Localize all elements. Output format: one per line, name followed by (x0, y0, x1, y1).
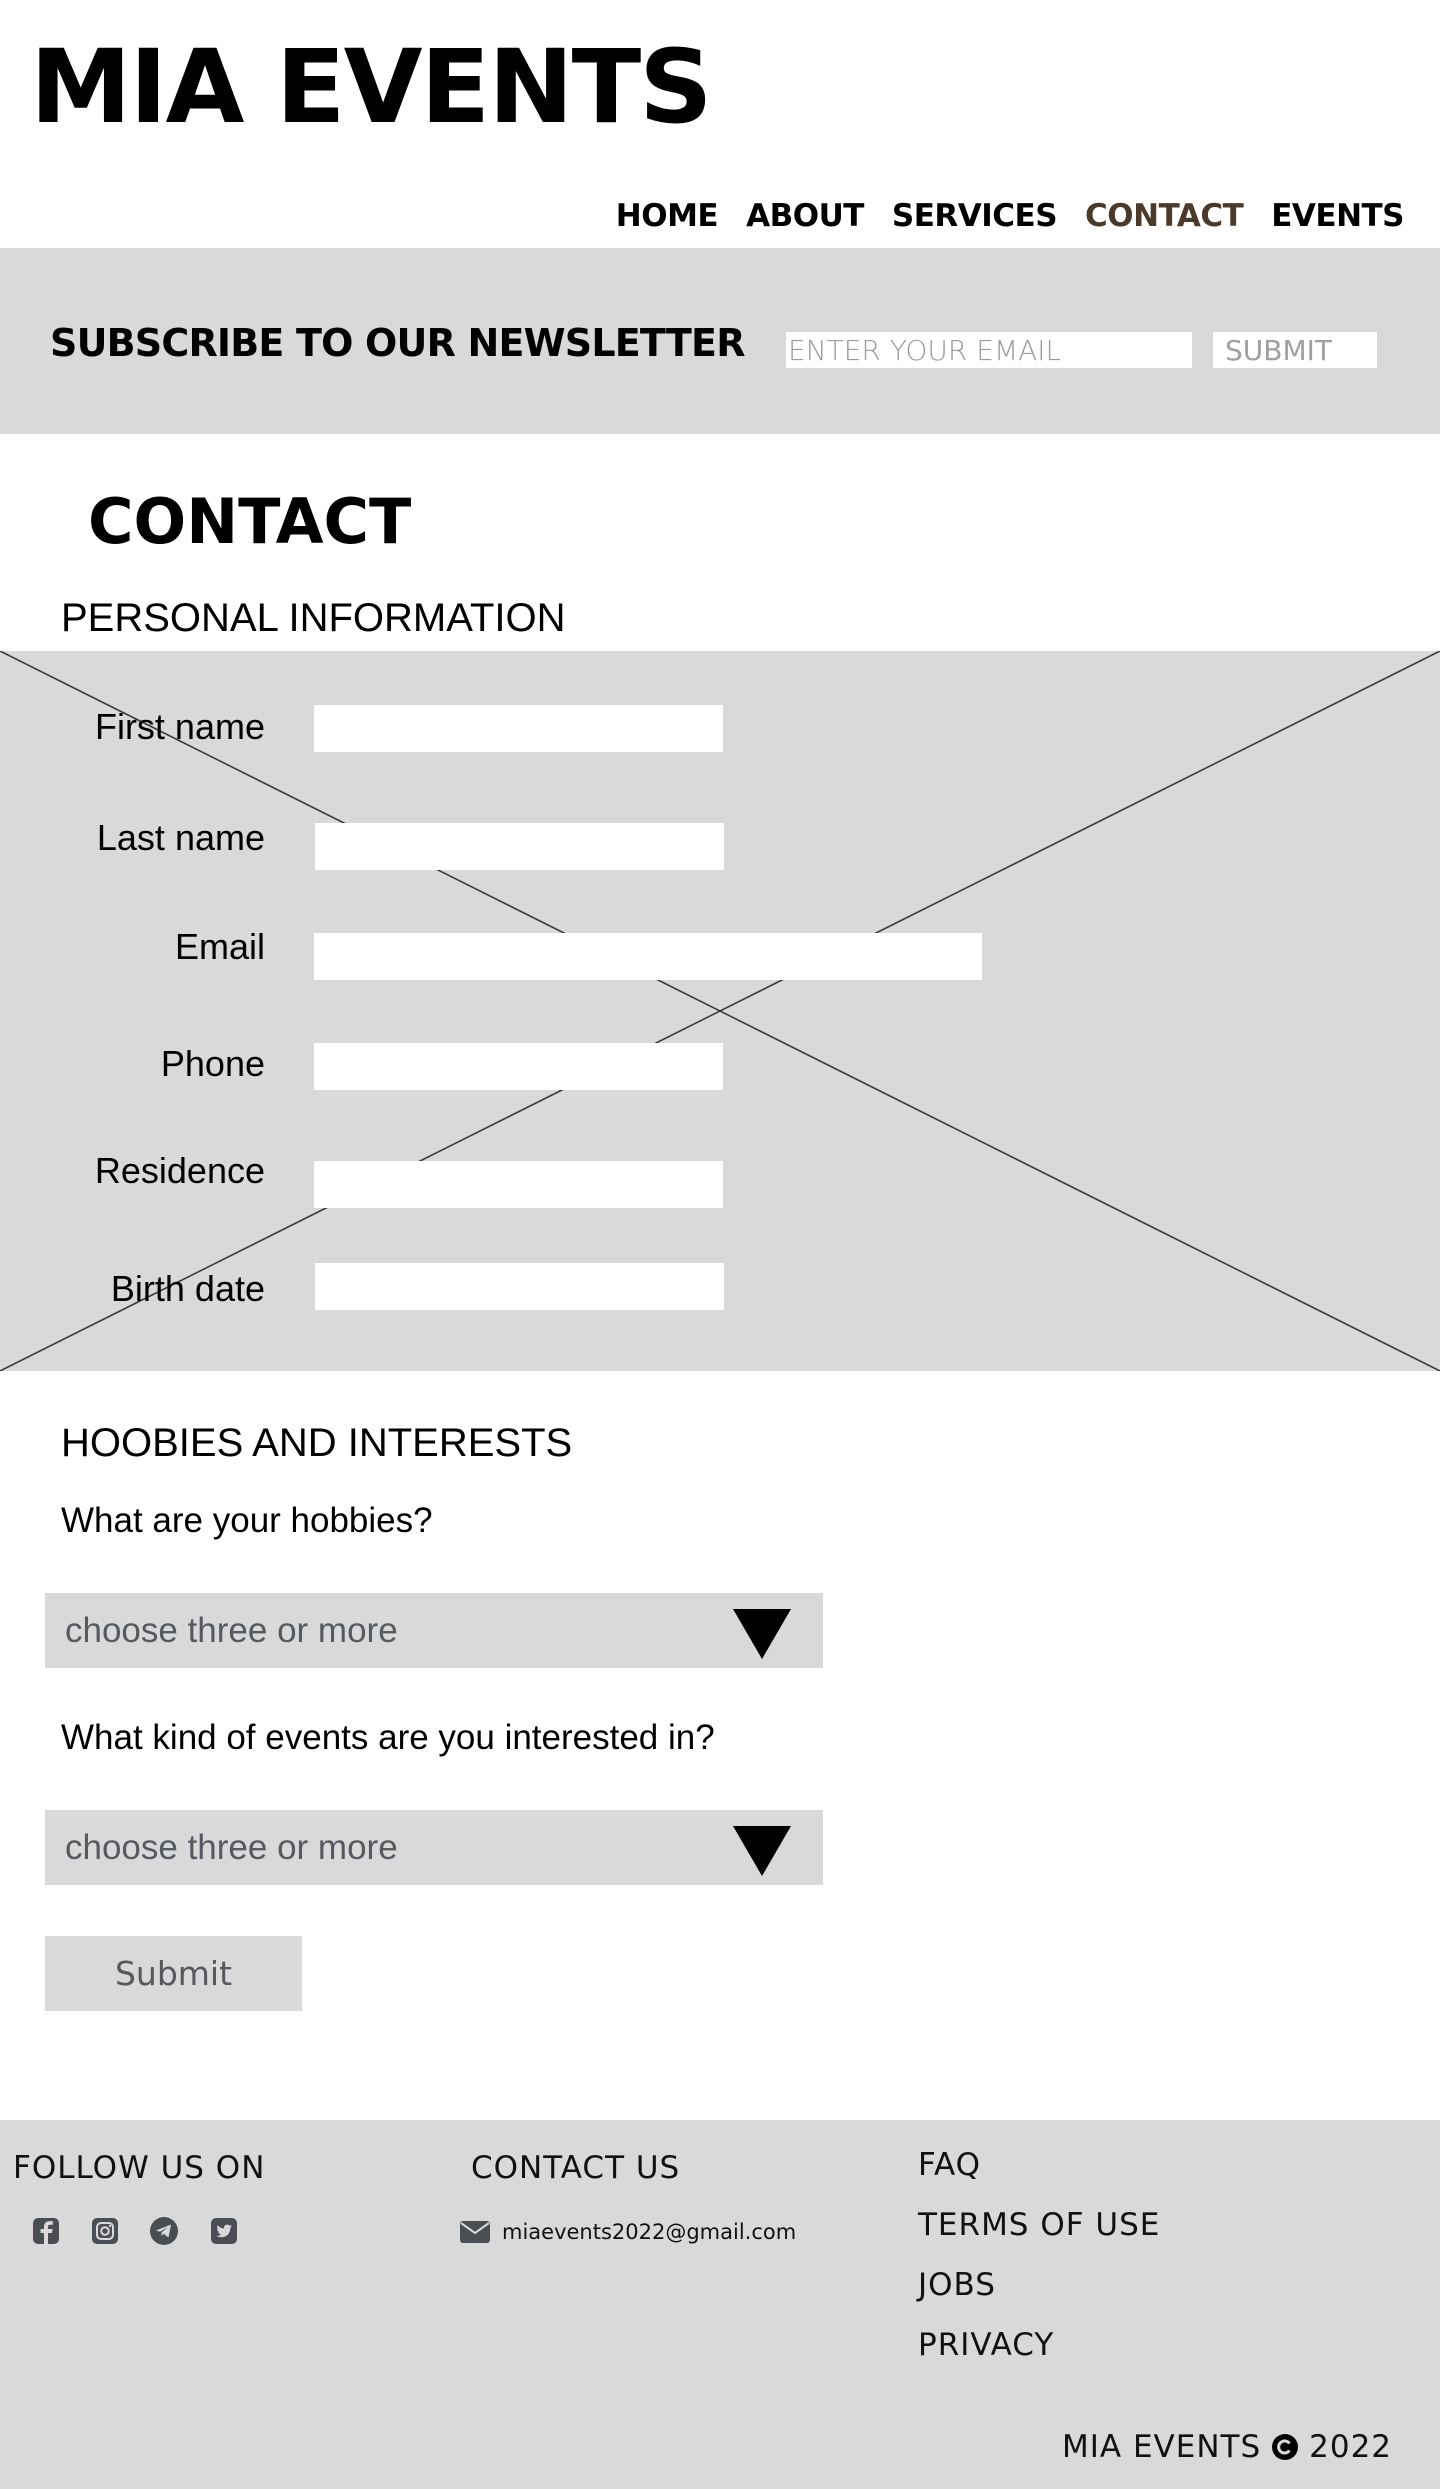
email-input[interactable] (314, 933, 982, 980)
first-name-input[interactable] (314, 705, 723, 752)
footer-link-faq[interactable]: FAQ (918, 2147, 982, 2183)
last-name-label: Last name (96, 817, 265, 858)
hobbies-select[interactable]: choose three or more (45, 1593, 823, 1668)
footer-email-link[interactable]: miaevents2022@gmail.com (502, 2220, 797, 2244)
newsletter-submit-button[interactable]: SUBMIT (1213, 332, 1377, 368)
copyright: MIA EVENTS 2022 (1062, 2427, 1392, 2467)
site-logo[interactable]: MIA EVENTS (30, 28, 713, 147)
hobbies-select-value: choose three or more (65, 1611, 398, 1650)
telegram-icon[interactable] (149, 2216, 179, 2246)
envelope-icon (460, 2221, 490, 2243)
contact-us-heading: CONTACT US (471, 2150, 681, 2186)
newsletter-email-input[interactable] (786, 332, 1192, 368)
copyright-icon (1272, 2434, 1299, 2460)
email-label: Email (174, 926, 265, 967)
birth-date-input[interactable] (315, 1263, 724, 1310)
footer-link-privacy[interactable]: PRIVACY (918, 2327, 1055, 2363)
hobbies-heading: HOOBIES AND INTERESTS (61, 1421, 573, 1465)
personal-info-heading: PERSONAL INFORMATION (61, 596, 566, 640)
copyright-brand: MIA EVENTS (1062, 2429, 1262, 2465)
triangle-down-icon (733, 1609, 791, 1659)
phone-label: Phone (160, 1043, 265, 1084)
instagram-icon[interactable] (90, 2216, 120, 2246)
triangle-down-icon (733, 1826, 791, 1876)
nav-about[interactable]: ABOUT (746, 198, 864, 234)
personal-info-panel: First name Last name Email Phone Residen… (0, 651, 1440, 1371)
facebook-icon[interactable] (31, 2216, 61, 2246)
newsletter-section: SUBSCRIBE TO OUR NEWSLETTER SUBMIT (0, 248, 1440, 434)
last-name-input[interactable] (315, 823, 724, 870)
page-title: CONTACT (88, 485, 412, 558)
contact-submit-button[interactable]: Submit (45, 1936, 302, 2011)
events-select[interactable]: choose three or more (45, 1810, 823, 1885)
follow-us-heading: FOLLOW US ON (13, 2150, 266, 2186)
events-question: What kind of events are you interested i… (61, 1718, 715, 1757)
main-nav: HOME ABOUT SERVICES CONTACT EVENTS (0, 196, 1405, 236)
phone-input[interactable] (314, 1043, 723, 1090)
residence-input[interactable] (314, 1161, 723, 1208)
footer-link-terms[interactable]: TERMS OF USE (918, 2207, 1161, 2243)
nav-services[interactable]: SERVICES (891, 198, 1058, 234)
footer-link-jobs[interactable]: JOBS (918, 2267, 996, 2303)
nav-contact[interactable]: CONTACT (1085, 198, 1244, 234)
twitter-icon[interactable] (209, 2216, 239, 2246)
nav-events[interactable]: EVENTS (1271, 198, 1404, 234)
nav-home[interactable]: HOME (615, 198, 719, 234)
hobbies-question: What are your hobbies? (61, 1501, 433, 1540)
copyright-year: 2022 (1309, 2429, 1393, 2465)
image-placeholder-cross (0, 651, 1440, 1371)
first-name-label: First name (94, 706, 265, 747)
events-select-value: choose three or more (65, 1828, 398, 1867)
residence-label: Residence (94, 1150, 265, 1191)
birth-date-label: Birth date (110, 1268, 265, 1309)
footer: FOLLOW US ON CONTACT US miaevents2022@gm… (0, 2120, 1440, 2489)
newsletter-title: SUBSCRIBE TO OUR NEWSLETTER (50, 321, 745, 365)
